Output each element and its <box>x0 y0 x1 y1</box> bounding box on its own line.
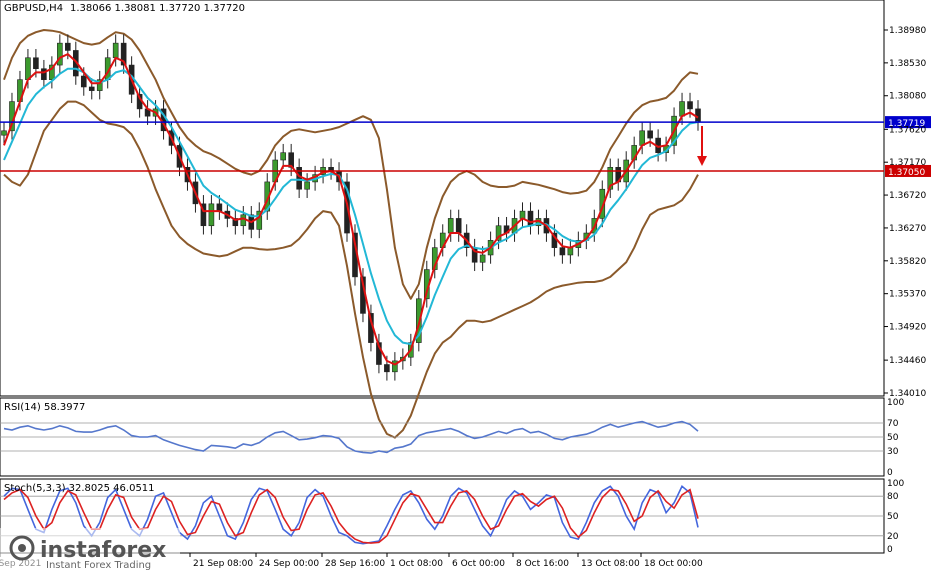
candle-bear <box>687 101 693 110</box>
axis-tick-label: 0 <box>887 545 893 555</box>
candle-bear <box>232 218 239 227</box>
price-tick-label: 1.38530 <box>889 59 926 69</box>
ohlc-header: 1.38066 1.38081 1.37720 1.37720 <box>70 3 245 14</box>
candle-bull <box>479 254 486 263</box>
resistance-level-label: 1.37719 <box>888 119 925 129</box>
support-level-tag <box>885 164 931 177</box>
rsi-line <box>3 420 699 454</box>
candle-bear <box>41 68 47 80</box>
candle-bear <box>527 210 534 227</box>
symbol-label: GBPUSD,H4 <box>4 3 63 14</box>
axis-tick-label: 50 <box>887 512 899 522</box>
candle-bear <box>33 57 39 70</box>
candle-bull <box>280 152 286 161</box>
axis-tick-label: 50 <box>887 433 899 443</box>
rsi-indicator: 100 70 50 30 0 <box>0 398 904 478</box>
candle-bear <box>384 364 390 373</box>
instaforex-logo: instaforex Instant Forex Trading <box>0 528 180 573</box>
stoch-main-line <box>3 485 699 545</box>
svg-text:GBPUSD,H4: GBPUSD,H4 <box>4 3 63 14</box>
price-tick-label: 1.38980 <box>889 26 926 36</box>
axis-tick-label: 0 <box>887 468 893 478</box>
candle-bull <box>304 181 310 190</box>
axis-tick-label: 30 <box>887 447 899 457</box>
down-arrow <box>697 126 707 166</box>
price-tick-label: 1.37170 <box>889 158 926 168</box>
resistance-level-tag <box>885 116 931 129</box>
candle-bear <box>80 75 87 88</box>
price-tick-label: 1.34010 <box>889 389 926 399</box>
candle-bull <box>607 167 614 190</box>
candle-bull <box>519 210 526 219</box>
candle-bear <box>559 247 566 256</box>
time-tick-label: 13 Oct 08:00 <box>581 559 640 569</box>
candle-bull <box>567 247 574 256</box>
candle-bear <box>647 130 653 139</box>
candle-bull <box>96 79 103 91</box>
candle-bear <box>88 86 95 91</box>
horizontal-levels: 1.37719 1.37050 <box>0 116 931 178</box>
candle-bull <box>392 360 398 373</box>
price-tick-label: 1.34920 <box>889 323 926 333</box>
bb-lower-line <box>3 100 699 439</box>
candle-bull <box>49 64 55 80</box>
time-tick-label: 21 Sep 08:00 <box>193 559 253 569</box>
price-tick-label: 1.36720 <box>889 191 926 201</box>
price-tick-label: 1.35370 <box>889 290 926 300</box>
stoch-label: Stoch(5,3,3) 32.8025 46.0511 <box>4 483 155 494</box>
sma-fast-line <box>3 53 699 366</box>
candle-bull <box>1 130 7 136</box>
candle-bull <box>679 101 685 117</box>
rsi-label: RSI(14) 58.3977 <box>4 402 85 413</box>
candle-bear <box>376 342 382 365</box>
time-tick-label: 1 Oct 08:00 <box>390 559 443 569</box>
candle-bear <box>65 42 71 51</box>
price-tick-label: 1.34460 <box>889 356 926 366</box>
axis-tick-label: 70 <box>887 419 899 429</box>
time-tick-label: 6 Oct 00:00 <box>452 559 505 569</box>
price-tick-label: 1.36270 <box>889 224 926 234</box>
candle-bear <box>200 203 207 227</box>
candle-bull <box>447 218 454 234</box>
candle-bull <box>599 188 606 219</box>
support-level-label: 1.37050 <box>888 168 925 178</box>
price-tick-label: 1.35820 <box>889 257 926 267</box>
price-axis: 1.38980 1.38530 1.38080 1.37620 1.37170 1.367… <box>884 26 926 399</box>
candle-bull <box>25 57 31 80</box>
stoch-signal-line <box>3 488 699 544</box>
logo-brand: instaforex <box>40 538 166 563</box>
candle-bear <box>120 42 127 66</box>
candle-bull <box>256 210 263 230</box>
candle-bull <box>112 42 119 59</box>
time-tick-label: 8 Oct 16:00 <box>516 559 569 569</box>
logo-tagline: Instant Forex Trading <box>46 560 151 571</box>
time-tick-label: 28 Sep 16:00 <box>325 559 385 569</box>
axis-tick-label: 80 <box>887 492 899 502</box>
axis-tick-label: 100 <box>887 479 904 489</box>
price-tick-label: 1.37620 <box>889 125 926 135</box>
candle-bull <box>495 225 502 241</box>
stochastic-indicator: 100 80 50 20 0 <box>0 479 904 555</box>
moving-averages <box>3 53 699 366</box>
time-tick-label: 24 Sep 00:00 <box>259 559 319 569</box>
candle-bull <box>57 42 63 66</box>
price-tick-label: 1.38080 <box>889 92 926 102</box>
candle-bull <box>208 203 215 227</box>
axis-tick-label: 100 <box>887 398 904 408</box>
time-tick-label: 18 Oct 00:00 <box>644 559 703 569</box>
candle-bear <box>216 203 223 212</box>
axis-tick-label: 20 <box>887 532 899 542</box>
candle-bull <box>639 130 645 146</box>
candle-bear <box>455 218 462 234</box>
